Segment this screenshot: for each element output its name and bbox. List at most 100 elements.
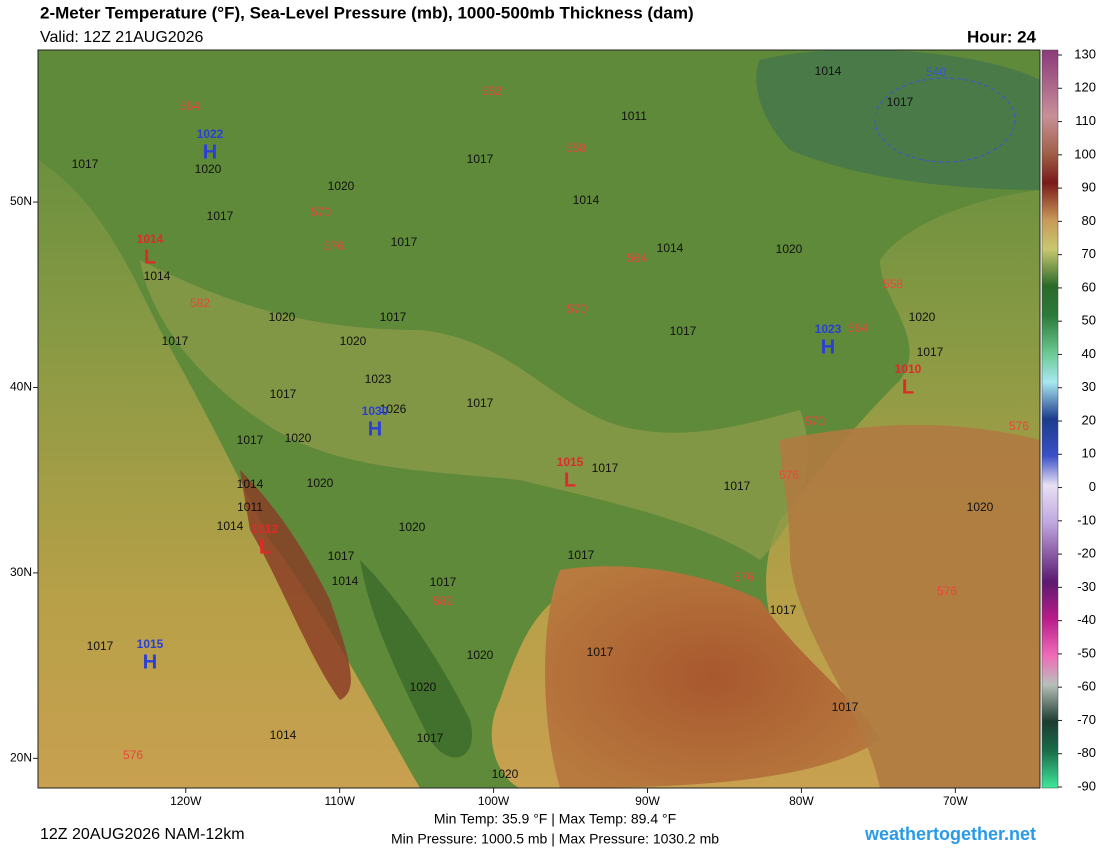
isobar-label: 1017 — [430, 575, 457, 589]
isobar-label: 1026 — [380, 402, 407, 416]
forecast-hour: Hour: 24 — [967, 27, 1037, 46]
thickness-label: 570 — [567, 302, 587, 316]
y-tick-label: 40N — [10, 380, 32, 394]
canada-cool — [756, 49, 1040, 190]
land-warm — [140, 260, 808, 560]
isobar-label: 1017 — [887, 95, 914, 109]
thickness-label: 564 — [848, 321, 868, 335]
thickness-contour — [874, 77, 1016, 163]
isobar-label: 1017 — [592, 461, 619, 475]
isobar-label: 1017 — [568, 548, 595, 562]
gulf — [545, 566, 880, 788]
model-run: 12Z 20AUG2026 NAM-12km — [40, 826, 245, 843]
isobar-label: 1017 — [237, 433, 264, 447]
isobar-label: 1020 — [776, 242, 803, 256]
thickness-label: 570 — [311, 205, 331, 219]
isobar-label: 1011 — [621, 109, 647, 123]
pressure-center-letter: L — [259, 536, 271, 558]
hot-region — [240, 470, 351, 700]
pressure-center-value: 1014 — [137, 232, 164, 246]
thickness-label: 582 — [433, 594, 453, 608]
isobar-label: 1014 — [332, 574, 359, 588]
isobar-label: 1017 — [587, 645, 614, 659]
footer: 12Z 20AUG2026 NAM-12km Min Temp: 35.9 °F… — [40, 811, 1036, 847]
thickness-label: 582 — [190, 296, 210, 310]
mexico-highlands — [360, 560, 472, 758]
isobar-label: 1017 — [467, 152, 494, 166]
x-tick-label: 70W — [943, 794, 968, 808]
pressure-center-value: 1023 — [815, 322, 842, 336]
colorbar-tick-label: -20 — [1077, 546, 1096, 561]
colorbar-tick-label: 50 — [1082, 313, 1096, 328]
isobar-label: 1017 — [770, 603, 797, 617]
isobar-label: 1017 — [417, 731, 444, 745]
isobar-label: 1014 — [657, 241, 684, 255]
colorbar-tick-label: -80 — [1077, 745, 1096, 760]
x-tick-label: 90W — [635, 794, 660, 808]
colorbar-tick-label: 30 — [1082, 379, 1096, 394]
isobar-label: 1020 — [909, 310, 936, 324]
pressure-center-value: 1012 — [252, 522, 279, 536]
isobar-label: 1023 — [365, 372, 392, 386]
isobar-label: 1017 — [724, 479, 751, 493]
isobar-label: 1011 — [237, 500, 263, 514]
thickness-label: 564 — [627, 251, 647, 265]
valid-time: Valid: 12Z 21AUG2026 — [40, 29, 203, 46]
colorbar-tick-label: 110 — [1075, 113, 1096, 128]
isobar-label: 1020 — [269, 310, 296, 324]
colorbar-tick-label: 90 — [1082, 180, 1096, 195]
thickness-label: 576 — [1009, 419, 1029, 433]
map-labels: 1014 1017 1011 1017 1014 1020 1017 1017 1014 1020… — [72, 64, 1030, 781]
colorbar-tick-label: 130 — [1074, 46, 1096, 61]
pressure-center-letter: L — [564, 469, 576, 491]
title: 2-Meter Temperature (°F), Sea-Level Pres… — [40, 3, 694, 22]
pressure-center-value: 1022 — [197, 127, 224, 141]
pressure-center-value: 1015 — [557, 455, 584, 469]
isobar-label: 1017 — [832, 700, 859, 714]
map-frame — [37, 49, 1041, 789]
isobar-label: 1017 — [328, 549, 355, 563]
thickness-label: 570 — [805, 414, 825, 428]
isobar-label: 1014 — [217, 519, 244, 533]
colorbar: 1301201101009080706050403020100-10-20-30… — [1041, 46, 1096, 793]
colorbar-tick-label: -30 — [1077, 579, 1096, 594]
pressure-center-letter: L — [144, 246, 156, 268]
isobar-label: 1017 — [87, 639, 114, 653]
isobar-label: 1017 — [207, 209, 234, 223]
colorbar-tick-label: -70 — [1077, 712, 1096, 727]
atlantic — [780, 425, 1040, 788]
isobar-label: 1017 — [270, 387, 297, 401]
colorbar-tick-label: 20 — [1082, 412, 1096, 427]
isobar-label: 1017 — [670, 324, 697, 338]
thickness-label: 564 — [180, 99, 200, 113]
colorbar-tick-label: -50 — [1077, 645, 1096, 660]
isobar-label: 1014 — [144, 269, 171, 283]
isobar-label: 1020 — [328, 179, 355, 193]
thickness-label: 540 — [926, 65, 946, 79]
isobar-label: 1017 — [467, 396, 494, 410]
thickness-label: 558 — [883, 277, 903, 291]
isobar-label: 1020 — [195, 162, 222, 176]
temp-range: Min Temp: 35.9 °F | Max Temp: 89.4 °F — [434, 811, 676, 827]
thickness-label: 552 — [482, 84, 502, 98]
x-tick-label: 110W — [324, 794, 355, 808]
pressure-center-letter: H — [143, 651, 157, 673]
colorbar-tick-label: 40 — [1082, 346, 1096, 361]
isobar-label: 1014 — [270, 728, 297, 742]
pressure-center-value: 1015 — [137, 637, 164, 651]
isobar-label: 1017 — [917, 345, 944, 359]
isobar-label: 1020 — [967, 500, 994, 514]
pressure-center-value: 1010 — [895, 362, 922, 376]
isobar-label: 1020 — [467, 648, 494, 662]
isobar-label: 1014 — [815, 64, 842, 78]
colorbar-scale — [1041, 49, 1059, 789]
colorbar-tick-label: 0 — [1089, 479, 1096, 494]
isobar-label: 1020 — [340, 334, 367, 348]
thickness-label: 576 — [734, 570, 754, 584]
colorbar-tick-label: 100 — [1074, 146, 1096, 161]
colorbar-tick-label: -90 — [1077, 778, 1096, 793]
x-tick-label: 120W — [170, 794, 202, 808]
isobar-label: 1014 — [573, 193, 600, 207]
thickness-label: 558 — [566, 141, 586, 155]
